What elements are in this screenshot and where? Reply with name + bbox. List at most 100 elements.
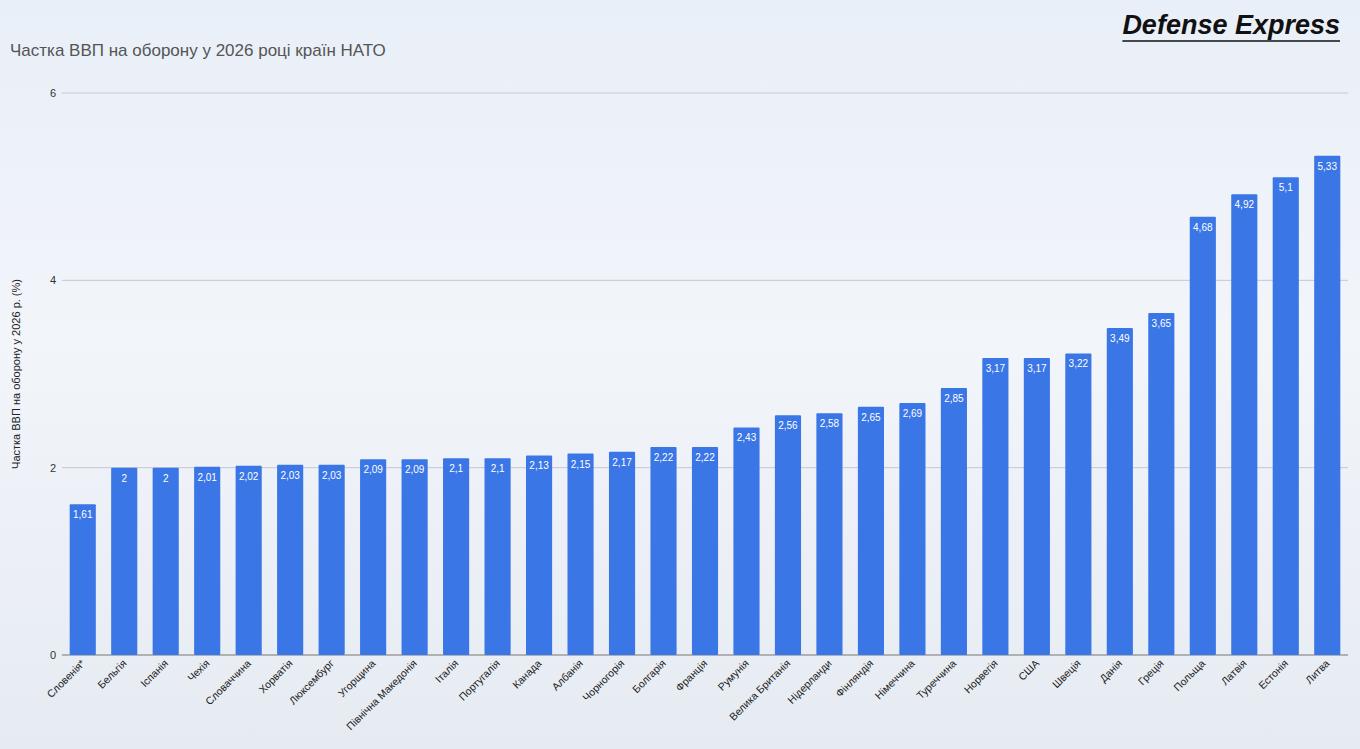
x-tick-label: Словенія* [44, 657, 87, 700]
bar [526, 455, 552, 655]
bar [1065, 353, 1091, 655]
data-label: 2,85 [944, 393, 964, 404]
bar [1273, 177, 1299, 655]
x-tick-label: Польща [1171, 657, 1207, 693]
bar [1024, 358, 1050, 655]
x-tick-label: Албанія [549, 657, 585, 693]
data-label: 2,15 [571, 459, 591, 470]
data-label: 4,68 [1193, 222, 1213, 233]
data-label: 3,49 [1110, 333, 1130, 344]
bar [692, 447, 718, 655]
x-tick-label: Норвегія [961, 657, 999, 695]
y-tick-label: 2 [50, 462, 56, 474]
data-label: 3,65 [1152, 318, 1172, 329]
x-tick-label: Франція [673, 657, 709, 693]
data-label: 2,43 [737, 432, 757, 443]
x-tick-label: Бельгія [95, 657, 129, 691]
x-tick-label: Хорватія [256, 657, 295, 696]
bar [194, 467, 220, 655]
x-tick-label: Естонія [1256, 657, 1290, 691]
x-tick-label: Швеція [1050, 657, 1083, 690]
bar [567, 454, 593, 655]
chart-title: Частка ВВП на оборону у 2026 році країн … [10, 41, 386, 60]
x-tick-label: Болгарія [630, 657, 668, 695]
bar [1231, 194, 1257, 655]
x-tick-label: Канада [510, 657, 544, 691]
bar [899, 403, 925, 655]
data-label: 2 [163, 473, 169, 484]
y-tick-label: 6 [50, 87, 56, 99]
x-tick-label: Чехія [185, 657, 212, 684]
bar [816, 413, 842, 655]
data-label: 2,17 [612, 457, 632, 468]
x-tick-label: Німеччина [872, 657, 917, 702]
bar [70, 504, 96, 655]
data-label: 2,69 [903, 408, 923, 419]
bars [70, 156, 1341, 655]
source-logo: Defense Express [1122, 10, 1340, 40]
bar [733, 427, 759, 655]
bar [1148, 313, 1174, 655]
bar [650, 447, 676, 655]
bar [360, 459, 386, 655]
logo-underline [1122, 40, 1340, 42]
data-label: 4,92 [1235, 199, 1255, 210]
x-tick-label: Люксембург [286, 657, 336, 707]
data-label: 3,17 [1027, 363, 1047, 374]
y-tick-label: 4 [50, 274, 56, 286]
bar [1190, 217, 1216, 655]
bar [941, 388, 967, 655]
bar [277, 465, 303, 655]
data-label: 3,22 [1069, 358, 1089, 369]
data-label: 2 [121, 473, 127, 484]
bar [485, 458, 511, 655]
bar [402, 459, 428, 655]
data-label: 2,58 [820, 418, 840, 429]
bar [319, 465, 345, 655]
bar [236, 466, 262, 655]
data-label: 2,09 [363, 464, 383, 475]
data-label: 2,22 [695, 452, 715, 463]
bar [982, 358, 1008, 655]
x-tick-label: Литва [1303, 657, 1332, 686]
data-label: 2,1 [491, 463, 505, 474]
bar [609, 452, 635, 655]
data-label: 2,1 [449, 463, 463, 474]
x-tick-label: Румунія [715, 657, 751, 693]
x-tick-label: Угорщина [335, 657, 377, 699]
data-label: 2,13 [529, 460, 549, 471]
data-label: 2,65 [861, 412, 881, 423]
data-label: 3,17 [986, 363, 1006, 374]
grid-line [62, 280, 1348, 281]
data-label: 2,01 [197, 472, 217, 483]
data-label: 5,33 [1318, 161, 1338, 172]
x-tick-label: Велика Британія [727, 657, 793, 723]
x-tick-label: Словаччина [203, 657, 253, 707]
grid-line [62, 93, 1348, 94]
y-tick-label: 0 [50, 649, 56, 661]
x-tick-label: Чорногорія [580, 657, 626, 703]
x-tick-label: Греція [1135, 657, 1165, 687]
x-tick-label: Фінляндія [833, 657, 875, 699]
data-label: 2,03 [322, 470, 342, 481]
bar [1107, 328, 1133, 655]
bar [775, 415, 801, 655]
data-label: 2,02 [239, 471, 259, 482]
bar [153, 468, 179, 655]
y-axis-title: Частка ВВП на оборону у 2026 р. (%) [10, 279, 22, 469]
x-tick-label: США [1016, 657, 1042, 683]
x-tick-label: Іспанія [138, 657, 170, 689]
x-tick-label: Північна Македонія [344, 657, 419, 732]
data-label: 2,03 [280, 470, 300, 481]
x-tick-label: Італія [433, 657, 461, 685]
data-label: 2,22 [654, 452, 674, 463]
bar [858, 407, 884, 655]
x-tick-label: Данія [1097, 657, 1124, 684]
x-tick-label: Португалія [456, 657, 502, 703]
bar [443, 458, 469, 655]
data-label: 2,09 [405, 464, 425, 475]
data-label: 5,1 [1279, 182, 1293, 193]
x-tick-label: Туреччина [914, 657, 958, 701]
data-label: 2,56 [778, 420, 798, 431]
x-tick-label: Нідерланди [785, 657, 834, 706]
